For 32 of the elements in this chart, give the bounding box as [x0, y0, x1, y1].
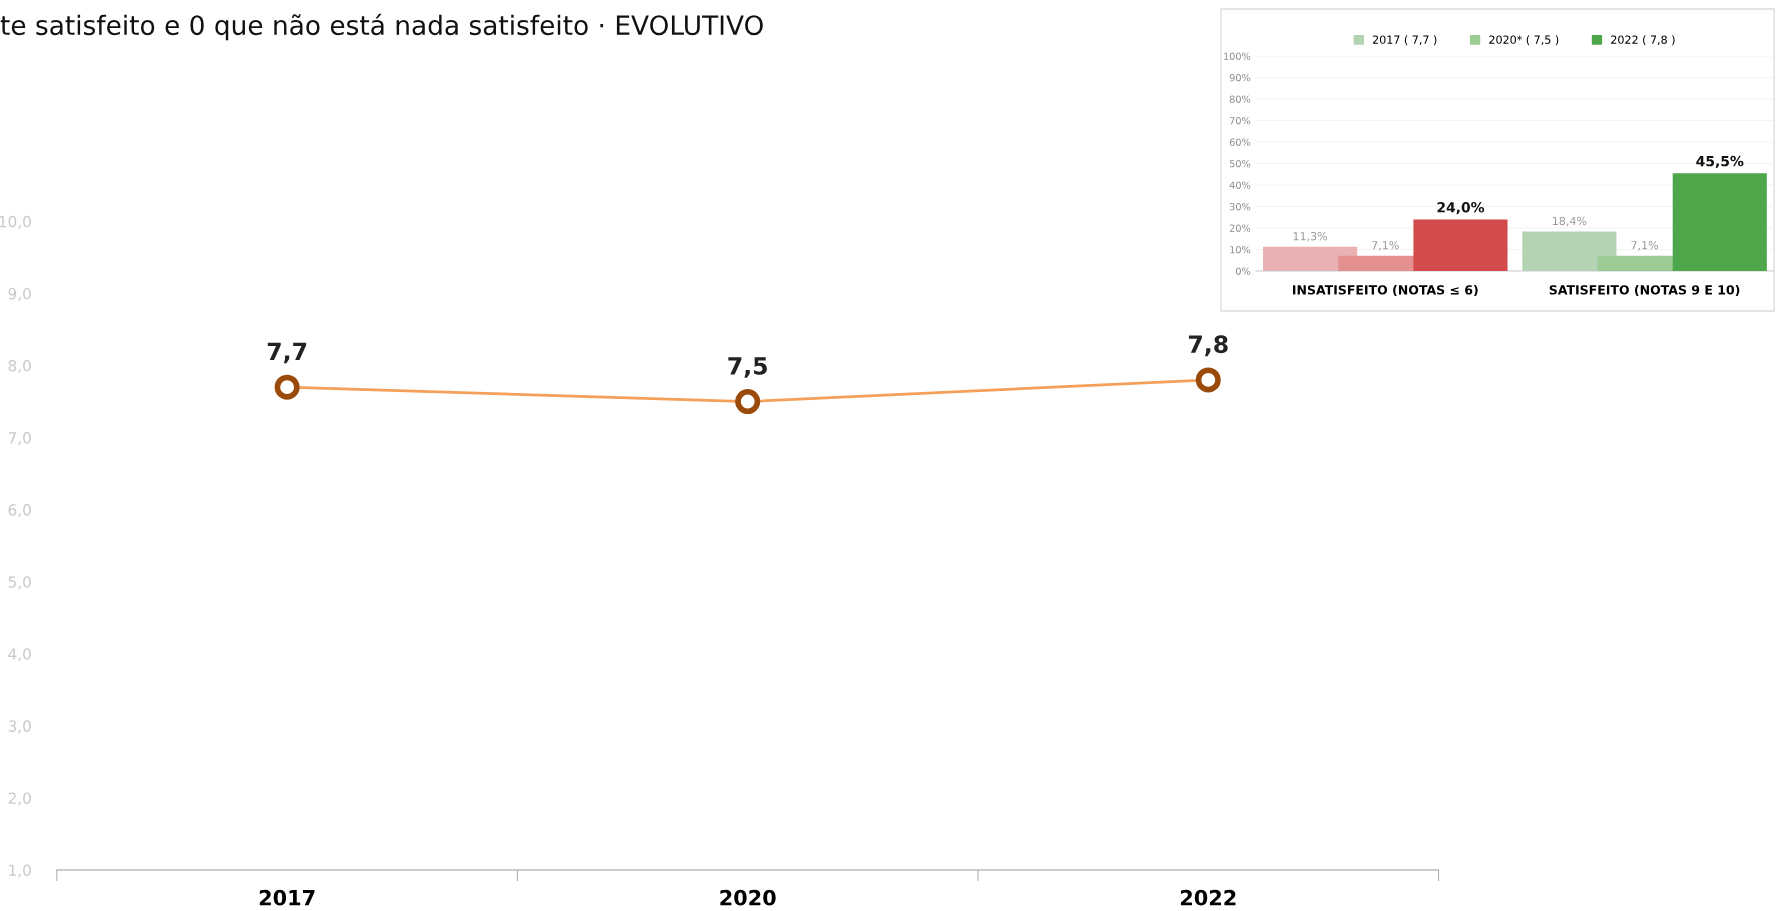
y-tick-label: 10%	[1230, 246, 1251, 254]
y-tick-label: 40%	[1229, 181, 1251, 189]
data-label: 24,0%	[1437, 202, 1485, 215]
x-tick-label: INSATISFEITO (NOTAS ≤ 6)	[1293, 284, 1478, 297]
chart-title: te satisfeito e 0 que não está nada satisfeito · EVOLUTIVO	[0, 13, 763, 41]
data-label: 7,1%	[1631, 241, 1659, 251]
legend-label: 2017 ( 7,7 )	[1372, 35, 1437, 46]
bar	[1672, 173, 1767, 272]
x-tick-label: 2022	[1180, 889, 1236, 906]
bar	[1522, 231, 1617, 272]
data-label: 7,5	[728, 357, 767, 378]
y-tick-label: 80%	[1229, 95, 1251, 103]
y-tick-label: 60%	[1229, 138, 1251, 146]
bar	[1413, 219, 1508, 272]
data-label: 18,4%	[1552, 216, 1587, 227]
data-label: 7,8	[1188, 335, 1228, 357]
x-tick-label: SATISFEITO (NOTAS 9 E 10)	[1549, 284, 1740, 297]
data-label: 7,7	[267, 342, 307, 364]
y-tick-label: 0%	[1235, 267, 1251, 275]
y-tick-label: 100%	[1224, 52, 1251, 60]
y-tick-label: 20%	[1229, 224, 1251, 232]
y-tick-label: 50%	[1229, 160, 1251, 168]
data-label: 11,3%	[1293, 232, 1328, 242]
y-tick-label: 70%	[1229, 117, 1251, 125]
x-tick-label: 2020	[720, 889, 776, 906]
y-tick-label: 30%	[1229, 203, 1251, 211]
legend-label: 2022 ( 7,8 )	[1611, 35, 1675, 46]
y-tick-label: 90%	[1229, 74, 1251, 82]
data-label: 7,1%	[1372, 241, 1399, 251]
data-label: 45,5%	[1696, 155, 1744, 169]
x-tick-label: 2017	[259, 889, 315, 906]
legend-label: 2020* ( 7,5 )	[1489, 35, 1559, 46]
